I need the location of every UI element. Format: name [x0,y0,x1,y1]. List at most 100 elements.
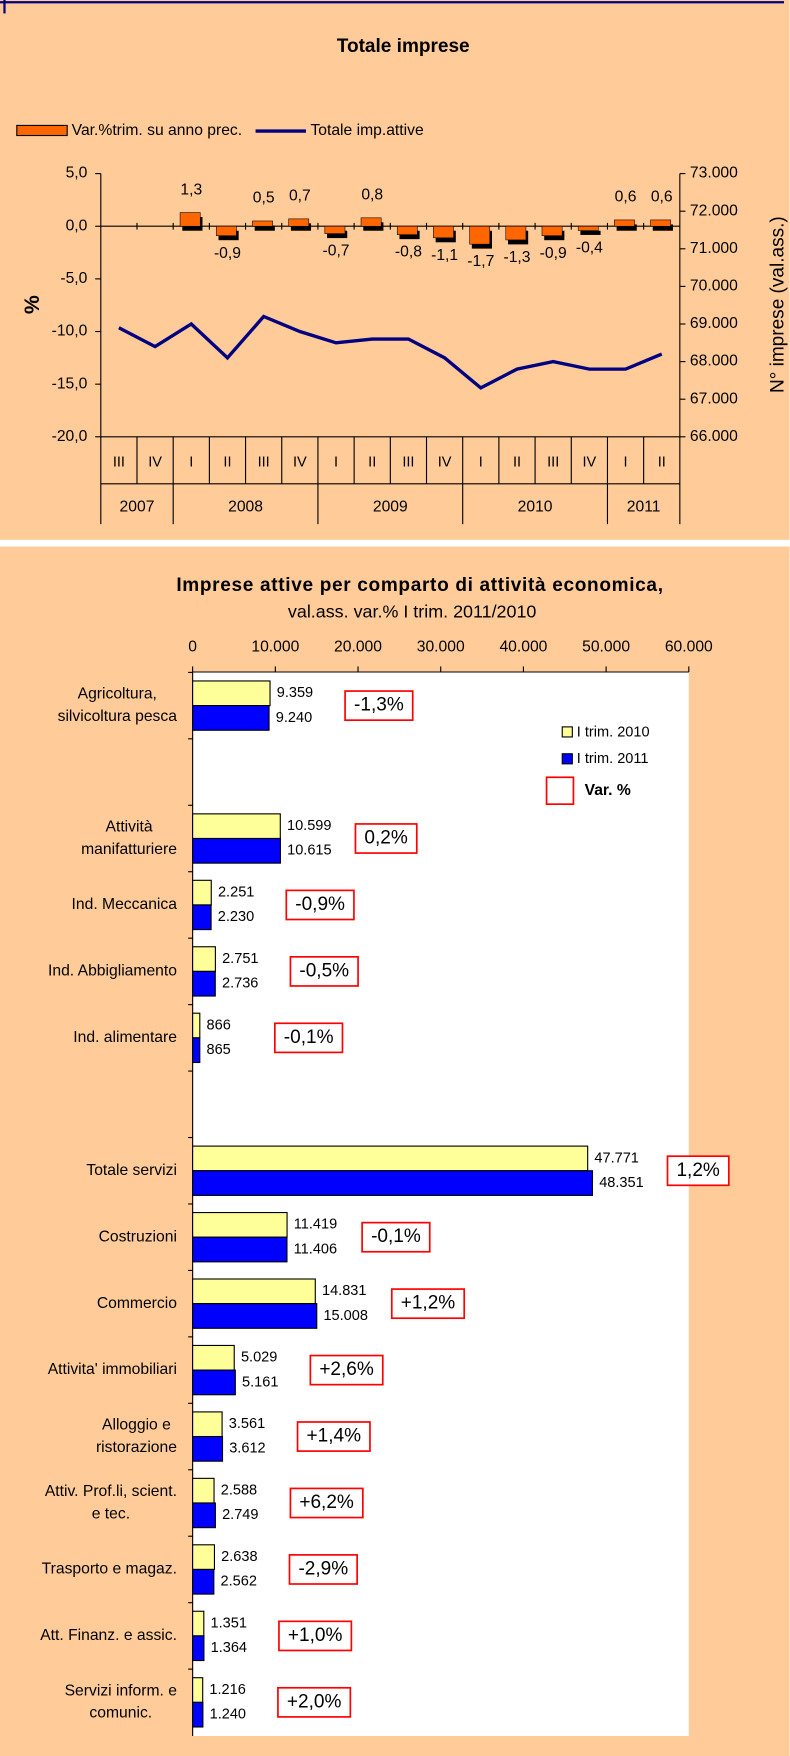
y-tick-label: 5,0 [66,165,88,182]
y-tick-label: Totale servizi [86,1162,177,1179]
change-label: -0,9% [295,894,345,915]
bar [505,225,527,241]
x-tick-label: 30.000 [417,639,465,656]
legend-label: Totale imp.attive [310,122,424,139]
bar [192,1344,235,1371]
x-tick-label: II [513,454,521,470]
bar [360,217,382,227]
bar [192,946,216,972]
change-box [354,823,418,854]
change-label: -1,3% [354,695,404,716]
y-tick-label: Alloggio e [102,1416,171,1433]
bar [192,1435,224,1462]
y-tick-label: silvicoltura pesca [58,708,178,725]
change-label: -0,1% [371,1226,421,1247]
x-tick-label: IV [582,454,596,470]
change-label: +1,2% [401,1293,456,1314]
y-tick-label: Attivita' immobiliari [48,1361,177,1378]
bar [192,904,212,931]
bar [192,1170,594,1196]
bar [252,220,273,227]
bar-value-label: 0,7 [289,188,311,205]
bar [192,1610,205,1637]
bar-value-label: -0,9 [214,245,241,262]
change-box [289,1487,364,1519]
y-tick-label: ristorazione [96,1439,177,1456]
x-tick-label: 50.000 [582,639,630,656]
x-group-label: 2009 [373,499,408,516]
bar-value-label: -0,7 [323,243,350,260]
chart-title: Imprese attive per comparto di attività … [176,575,663,596]
bar-shadow [580,230,601,235]
bar-value-label: 2.588 [221,1483,257,1499]
bar-value-label: -1,7 [467,253,494,270]
change-box [361,1221,431,1253]
bar-value-label: 2.638 [221,1549,257,1565]
legend-swatch [545,776,575,806]
y-tick-label: Ind. alimentare [73,1029,177,1046]
bar [192,1278,316,1305]
x-tick-label: 10.000 [251,639,299,656]
bar-value-label: 47.771 [594,1150,638,1166]
y2-tick-label: 68.000 [690,353,738,370]
bar-value-label: 48.351 [599,1175,644,1191]
y-axis-label: % [20,295,44,314]
y-tick-label: -10,0 [52,323,88,340]
legend-label: Var. % [585,782,631,799]
x-tick-label: I [189,454,193,470]
bar-value-label: 2.251 [218,884,254,900]
x-group-label: 2008 [228,499,263,516]
change-label: +2,0% [287,1691,342,1712]
bar-value-label: 3.612 [229,1441,265,1457]
y-tick-label: comunic. [89,1705,152,1722]
bar [192,879,212,906]
bar-value-label: -1,1 [431,247,458,264]
change-box [274,1022,344,1054]
change-label: +2,6% [319,1359,374,1380]
y2-tick-label: 69.000 [690,315,738,332]
bar-value-label: 1.364 [211,1640,247,1656]
y-tick-label: Ind. Meccanica [72,896,178,913]
bar-value-label: 10.615 [287,843,332,859]
bar-value-label: 2.562 [221,1574,257,1590]
change-label: +1,4% [307,1426,362,1447]
bar-value-label: 2.230 [218,909,254,925]
y2-tick-label: 70.000 [690,278,738,295]
chart-title: Totale imprese [337,36,470,57]
bar [192,1236,288,1263]
bar-value-label: 1.216 [209,1682,245,1698]
bar [192,1369,236,1396]
y-tick-label: -5,0 [60,270,87,287]
bar [192,1211,288,1238]
change-box [296,1421,371,1452]
y-tick-label: -20,0 [52,428,88,445]
legend-label: I trim. 2010 [577,724,650,740]
bar [192,1544,216,1571]
x-tick-label: III [113,454,125,470]
bar [192,1502,216,1529]
bar [192,837,281,864]
bar-value-label: 2.749 [222,1507,258,1523]
y2-tick-label: 73.000 [690,165,738,182]
bar-shadow [327,230,348,239]
x-tick-label: III [402,454,414,470]
legend-label: Var.%trim. su anno prec. [72,122,242,139]
y2-tick-label: 67.000 [690,390,738,407]
y2-axis-label: N° imprese (val.ass.) [767,216,788,393]
bar-value-label: 865 [207,1042,231,1058]
x-tick-label: II [368,454,376,470]
bar [192,680,271,707]
x-tick-label: II [223,454,231,470]
bar [192,705,270,731]
line-series [118,314,663,390]
bar [179,212,201,227]
change-label: 1,2% [676,1160,719,1181]
change-label: -2,9% [298,1558,348,1579]
bar-value-label: 0,6 [615,189,637,206]
y-tick-label: -15,0 [52,375,88,392]
bar [324,225,346,234]
y-tick-label: Ind. Abbigliamento [48,963,177,980]
bar-value-label: 3.561 [229,1416,265,1432]
change-box [309,1354,384,1386]
bar [192,1701,204,1728]
